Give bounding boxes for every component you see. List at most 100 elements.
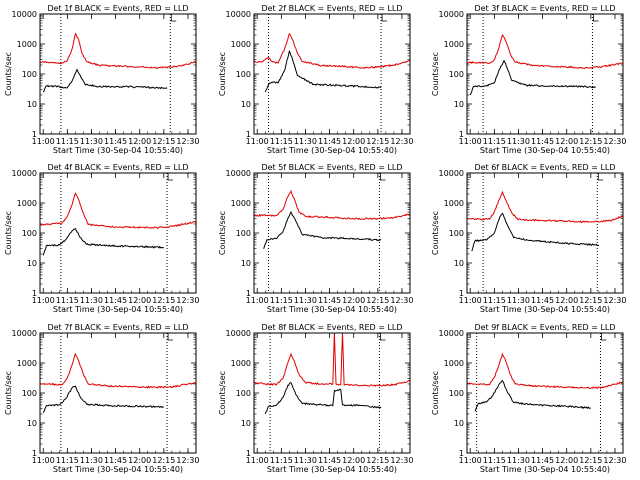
- plot-frame: [466, 332, 624, 454]
- y-axis-label: Counts/sec: [4, 52, 13, 96]
- x-tick-label: 12:15: [152, 456, 175, 465]
- y-tick-label: 10: [454, 259, 464, 268]
- y-tick-label: 1000: [231, 199, 251, 208]
- x-tick-label: 12:30: [176, 296, 199, 305]
- plot-frame: [253, 332, 411, 454]
- x-tick-label: 11:45: [318, 296, 341, 305]
- x-tick-label: 11:30: [294, 296, 317, 305]
- x-tick-label: 12:00: [128, 137, 151, 146]
- lld-series-line: [253, 189, 411, 221]
- x-tick-label: 11:15: [270, 456, 293, 465]
- x-tick-label: 12:30: [176, 137, 199, 146]
- events-series-line: [474, 379, 592, 412]
- y-tick-label: 10000: [12, 10, 37, 19]
- x-axis-label: Start Time (30-Sep-04 10:55:40): [53, 465, 183, 474]
- x-tick-label: 11:45: [531, 456, 554, 465]
- bracket-marker: [381, 14, 388, 22]
- x-tick-label: 11:45: [318, 137, 341, 146]
- y-tick-label: 10000: [226, 169, 251, 178]
- x-tick-label: 11:00: [32, 456, 55, 465]
- y-tick-label: 1000: [444, 199, 464, 208]
- y-tick-label: 100: [236, 70, 251, 79]
- plot-frame: [466, 172, 624, 294]
- x-tick-label: 12:30: [603, 137, 626, 146]
- x-tick-label: 11:30: [507, 137, 530, 146]
- x-tick-label: 12:15: [579, 296, 602, 305]
- y-axis-label: Counts/sec: [218, 52, 227, 96]
- x-tick-label: 11:00: [32, 296, 55, 305]
- x-tick-label: 11:30: [507, 456, 530, 465]
- x-axis-label: Start Time (30-Sep-04 10:55:40): [53, 305, 183, 314]
- y-tick-label: 10: [241, 259, 251, 268]
- x-tick-label: 12:30: [603, 296, 626, 305]
- bracket-marker: [167, 333, 174, 341]
- x-tick-label: 11:45: [531, 137, 554, 146]
- lld-series-line: [39, 32, 197, 70]
- events-series-line: [42, 385, 164, 413]
- y-tick-label: 100: [449, 229, 464, 238]
- lld-series-line: [466, 190, 624, 224]
- y-tick-label: 1: [459, 289, 464, 298]
- panel-title: Det 5f BLACK = Events, RED = LLD: [261, 163, 402, 172]
- x-tick-label: 11:30: [507, 296, 530, 305]
- panel-title: Det 2f BLACK = Events, RED = LLD: [261, 4, 402, 13]
- x-tick-label: 11:30: [294, 137, 317, 146]
- y-tick-label: 10000: [226, 10, 251, 19]
- x-tick-label: 12:00: [555, 137, 578, 146]
- x-tick-label: 11:30: [80, 296, 103, 305]
- y-tick-label: 1000: [17, 359, 37, 368]
- y-tick-label: 1: [32, 130, 37, 139]
- y-tick-label: 1: [246, 289, 251, 298]
- bracket-marker: [597, 173, 604, 181]
- y-tick-label: 10000: [12, 329, 37, 338]
- panel-title: Det 6f BLACK = Events, RED = LLD: [474, 163, 615, 172]
- x-tick-label: 11:00: [459, 296, 482, 305]
- y-tick-label: 10: [27, 100, 37, 109]
- detector-panel-1: Det 1f BLACK = Events, RED = LLD Counts/s…: [4, 4, 199, 155]
- detector-panel-6: Det 6f BLACK = Events, RED = LLD Counts/s…: [431, 163, 626, 314]
- x-tick-label: 11:15: [483, 137, 506, 146]
- y-tick-label: 10: [241, 100, 251, 109]
- plot-frame: [39, 172, 197, 294]
- x-tick-label: 12:30: [390, 296, 413, 305]
- x-tick-label: 11:30: [80, 137, 103, 146]
- y-tick-label: 1: [459, 130, 464, 139]
- y-tick-label: 1000: [444, 40, 464, 49]
- x-tick-label: 12:00: [128, 456, 151, 465]
- x-tick-label: 11:15: [56, 296, 79, 305]
- y-tick-label: 1000: [17, 40, 37, 49]
- lld-series-line: [253, 332, 411, 387]
- y-tick-label: 1000: [231, 40, 251, 49]
- x-tick-label: 11:45: [104, 456, 127, 465]
- y-tick-label: 10000: [12, 169, 37, 178]
- panel-title: Det 7f BLACK = Events, RED = LLD: [47, 323, 188, 332]
- x-tick-label: 11:30: [294, 456, 317, 465]
- x-tick-label: 11:45: [531, 296, 554, 305]
- y-tick-label: 10: [454, 419, 464, 428]
- y-tick-label: 1: [246, 130, 251, 139]
- x-tick-label: 11:15: [483, 296, 506, 305]
- x-tick-label: 11:45: [104, 137, 127, 146]
- x-axis-label: Start Time (30-Sep-04 10:55:40): [267, 146, 397, 155]
- y-axis-label: Counts/sec: [431, 371, 440, 415]
- x-tick-label: 11:45: [318, 456, 341, 465]
- x-tick-label: 12:15: [579, 456, 602, 465]
- y-tick-label: 100: [22, 389, 37, 398]
- panel-title: Det 1f BLACK = Events, RED = LLD: [47, 4, 188, 13]
- y-axis-label: Counts/sec: [4, 371, 13, 415]
- y-tick-label: 100: [449, 389, 464, 398]
- y-tick-label: 10000: [226, 329, 251, 338]
- y-axis-label: Counts/sec: [431, 211, 440, 255]
- x-tick-label: 12:15: [152, 137, 175, 146]
- y-tick-label: 10: [27, 419, 37, 428]
- bracket-marker: [380, 333, 386, 341]
- x-axis-label: Start Time (30-Sep-04 10:55:40): [480, 305, 610, 314]
- events-series-line: [42, 68, 168, 93]
- events-series-line: [264, 382, 382, 415]
- bracket-marker: [380, 173, 386, 181]
- panel-title: Det 4f BLACK = Events, RED = LLD: [47, 163, 188, 172]
- detector-panel-3: Det 3f BLACK = Events, RED = LLD Counts/s…: [431, 4, 626, 155]
- x-tick-label: 12:30: [390, 456, 413, 465]
- x-tick-label: 12:00: [342, 137, 365, 146]
- events-series-line: [263, 210, 382, 249]
